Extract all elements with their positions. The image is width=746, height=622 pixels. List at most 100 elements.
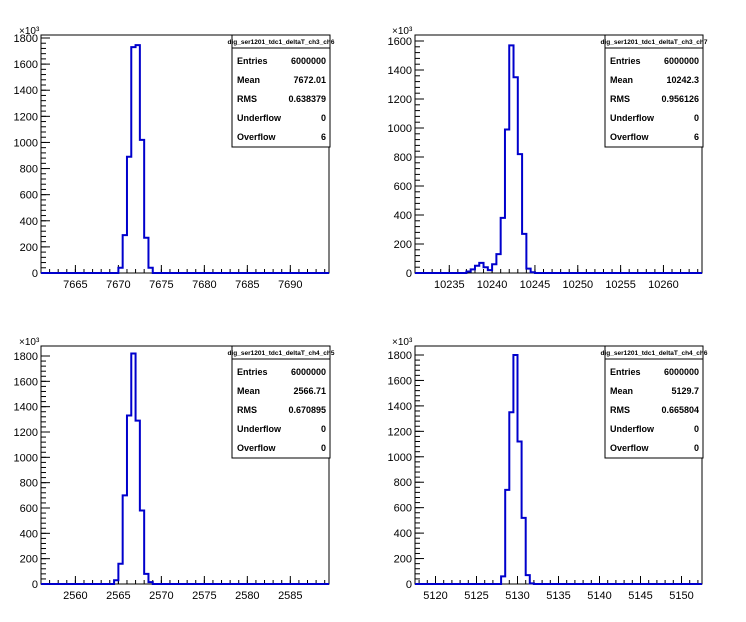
stats-label-mean: Mean	[610, 75, 633, 85]
x-tick-label: 5150	[669, 590, 693, 602]
stats-label-entries: Entries	[610, 367, 641, 377]
y-tick-label: 1600	[14, 376, 38, 388]
y-tick-label: 1000	[14, 137, 38, 149]
y-tick-label: 1200	[388, 426, 412, 438]
stats-label-mean: Mean	[237, 386, 260, 396]
y-tick-label: 800	[394, 477, 412, 489]
y-tick-label: 1000	[14, 452, 38, 464]
stats-value-rms: 0.956126	[661, 94, 699, 104]
x-tick-label: 7670	[106, 279, 130, 291]
x-tick-label: 7675	[149, 279, 173, 291]
stats-value-underflow: 0	[321, 424, 326, 434]
stats-value-entries: 6000000	[291, 56, 326, 66]
y-tick-label: 1000	[388, 452, 412, 464]
y-tick-label: 1600	[14, 59, 38, 71]
stats-box: dig_ser1201_tdc1_deltaT_ch4_ch5 Entries 60…	[228, 345, 335, 459]
y-tick-label: 200	[394, 239, 412, 251]
y-tick-label: 1000	[388, 123, 412, 135]
x-tick-label: 7680	[192, 279, 216, 291]
y-tick-label: 800	[20, 478, 38, 490]
y-tick-label: 0	[406, 268, 412, 280]
x-tick-label: 5125	[464, 590, 488, 602]
y-axis: 0 200 400 600 800 1000 1200 1400 1600	[388, 36, 424, 280]
histogram-panel-1: 0 200 400 600 800 1000 1200 1400 1600 1800 7665 767…	[14, 26, 335, 291]
x-tick-label: 2570	[149, 590, 173, 602]
y-tick-label: 1400	[388, 401, 412, 413]
y-tick-label: 1200	[388, 94, 412, 106]
stats-label-rms: RMS	[237, 405, 257, 415]
histogram-line	[41, 44, 329, 274]
y-tick-label: 800	[20, 164, 38, 176]
x-tick-label: 7685	[235, 279, 259, 291]
stats-label-overflow: Overflow	[610, 443, 650, 453]
y-tick-label: 600	[394, 503, 412, 515]
histogram-line	[41, 352, 329, 585]
y-multiplier-label: ×10³	[19, 337, 40, 348]
x-axis: 10235 10240 10245 10250 10255 10260	[414, 265, 699, 291]
stats-value-rms: 0.670895	[288, 405, 326, 415]
stats-label-overflow: Overflow	[610, 132, 650, 142]
y-multiplier-label: ×10³	[392, 337, 413, 348]
stats-label-underflow: Underflow	[237, 424, 282, 434]
stats-value-entries: 6000000	[664, 367, 699, 377]
y-tick-label: 1600	[388, 36, 412, 48]
y-multiplier-label: ×10³	[19, 26, 40, 37]
y-tick-label: 1600	[388, 375, 412, 387]
stats-value-overflow: 6	[694, 132, 699, 142]
stats-value-mean: 7672.01	[293, 75, 326, 85]
x-tick-label: 10235	[434, 279, 465, 291]
histogram-title: dig_ser1201_tdc1_deltaT_ch4_ch5	[228, 350, 335, 357]
stats-value-rms: 0.638379	[288, 94, 326, 104]
x-tick-label: 10260	[648, 279, 679, 291]
histogram-title: dig_ser1201_tdc1_deltaT_ch3_ch6	[228, 39, 335, 46]
y-tick-label: 200	[20, 242, 38, 254]
y-tick-label: 1400	[14, 402, 38, 414]
y-tick-label: 1200	[14, 427, 38, 439]
x-tick-label: 2565	[106, 590, 130, 602]
stats-value-mean: 2566.71	[293, 386, 326, 396]
histogram-line	[415, 354, 702, 585]
y-tick-label: 1800	[14, 351, 38, 363]
y-tick-label: 600	[394, 181, 412, 193]
stats-box-frame	[231, 345, 331, 459]
y-tick-label: 1400	[14, 85, 38, 97]
x-axis: 7665 7670 7675 7680 7685 7690	[40, 265, 326, 291]
stats-label-overflow: Overflow	[237, 132, 277, 142]
stats-value-overflow: 6	[321, 132, 326, 142]
histogram-line	[415, 44, 702, 274]
y-tick-label: 400	[20, 216, 38, 228]
y-tick-label: 1200	[14, 111, 38, 123]
stats-label-underflow: Underflow	[237, 113, 282, 123]
x-tick-label: 7665	[63, 279, 87, 291]
histogram-bins	[114, 353, 153, 584]
stats-label-mean: Mean	[237, 75, 260, 85]
y-tick-label: 200	[20, 554, 38, 566]
stats-value-entries: 6000000	[291, 367, 326, 377]
histogram-panel-3: 0 200 400 600 800 1000 1200 1400 1600 1800 2560 256…	[14, 337, 335, 602]
x-axis: 2560 2565 2570 2575 2580 2585	[40, 576, 326, 602]
stats-label-entries: Entries	[237, 367, 268, 377]
stats-label-underflow: Underflow	[610, 113, 655, 123]
y-axis: 0 200 400 600 800 1000 1200 1400 1600 1800	[388, 350, 424, 591]
histogram-title: dig_ser1201_tdc1_deltaT_ch3_ch7	[601, 39, 708, 46]
y-axis: 0 200 400 600 800 1000 1200 1400 1600 1800	[14, 33, 50, 280]
x-tick-label: 7690	[278, 279, 302, 291]
y-tick-label: 400	[394, 528, 412, 540]
stats-value-rms: 0.665804	[661, 405, 699, 415]
stats-label-rms: RMS	[610, 405, 630, 415]
x-axis: 5120 5125 5130 5135 5140 5145 5150	[418, 576, 699, 602]
y-tick-label: 600	[20, 190, 38, 202]
x-tick-label: 10245	[520, 279, 551, 291]
y-tick-label: 600	[20, 503, 38, 515]
stats-box: dig_ser1201_tdc1_deltaT_ch4_ch6 Entries 60…	[601, 345, 708, 459]
stats-value-mean: 5129.7	[671, 386, 699, 396]
stats-value-overflow: 0	[694, 443, 699, 453]
stats-value-underflow: 0	[694, 113, 699, 123]
y-tick-label: 1400	[388, 65, 412, 77]
stats-label-overflow: Overflow	[237, 443, 277, 453]
stats-label-mean: Mean	[610, 386, 633, 396]
y-tick-label: 400	[20, 528, 38, 540]
x-tick-label: 2560	[63, 590, 87, 602]
